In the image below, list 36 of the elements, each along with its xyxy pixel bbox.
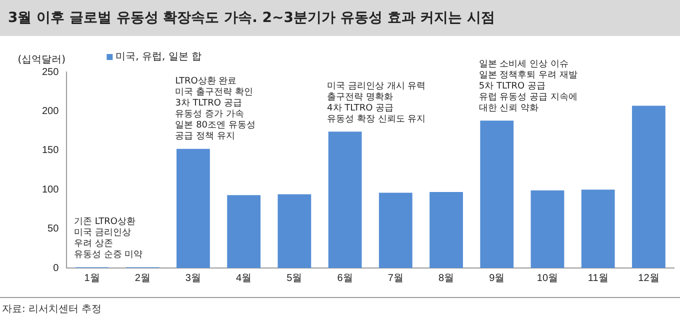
y-tick-label: 50: [48, 224, 60, 235]
x-tick-label: 7월: [388, 272, 404, 284]
annotation: 미국 금리인상 개시 유력 출구전략 명확화 4차 TLTRO 공급 유동성 확장 신뢰도 유지: [327, 81, 426, 124]
bar: [430, 192, 463, 268]
x-tick-label: 8월: [438, 272, 454, 284]
bar: [328, 132, 362, 268]
annotation: 기존 LTRO상환 미국 금리인상 우려 상존 유동성 순증 미약: [74, 217, 143, 260]
x-tick-label: 9월: [489, 272, 505, 284]
bar: [480, 120, 514, 268]
x-tick-label: 6월: [337, 272, 353, 284]
x-tick-label: 12월: [638, 272, 660, 284]
x-tick-label: 4월: [236, 272, 252, 284]
x-tick-label: 2월: [134, 272, 150, 284]
bar: [581, 190, 615, 268]
annotation: LTRO상환 완료 미국 출구전략 확인 3차 TLTRO 공급 유동성 증가 가속 일본 80조엔 유동성 공급 정책 유지: [175, 76, 256, 142]
x-tick-label: 5월: [286, 272, 302, 284]
bar: [227, 195, 261, 268]
y-tick-label: 200: [42, 106, 60, 117]
x-tick-label: 10월: [536, 272, 558, 284]
chart-title: 3월 이후 글로벌 유동성 확장속도 가속. 2~3분기가 유동성 효과 커지는 시점: [0, 0, 680, 36]
y-tick-label: 100: [42, 184, 60, 196]
y-tick-label: 0: [53, 262, 60, 274]
y-tick-label: 150: [42, 145, 60, 156]
bar: [278, 194, 312, 268]
legend-label: 미국, 유럽, 일본 합: [116, 52, 202, 63]
y-tick-label: 250: [42, 66, 60, 78]
x-tick-label: 3월: [185, 272, 201, 284]
x-tick-label: 11월: [588, 272, 608, 284]
x-tick-label: 1월: [84, 272, 100, 284]
y-axis-title: (십억달러): [18, 54, 66, 66]
bar: [530, 190, 564, 268]
annotation: 일본 소비세 인상 이슈 일본 정책후퇴 우려 재발 5차 TLTRO 공급 유럽 유동성 공급 지속에 대한 신뢰 약화: [478, 59, 578, 114]
bar: [378, 192, 412, 268]
bar: [632, 106, 666, 268]
bar: [176, 148, 210, 268]
text: 자료: 리서치센터 추정: [0, 297, 680, 320]
